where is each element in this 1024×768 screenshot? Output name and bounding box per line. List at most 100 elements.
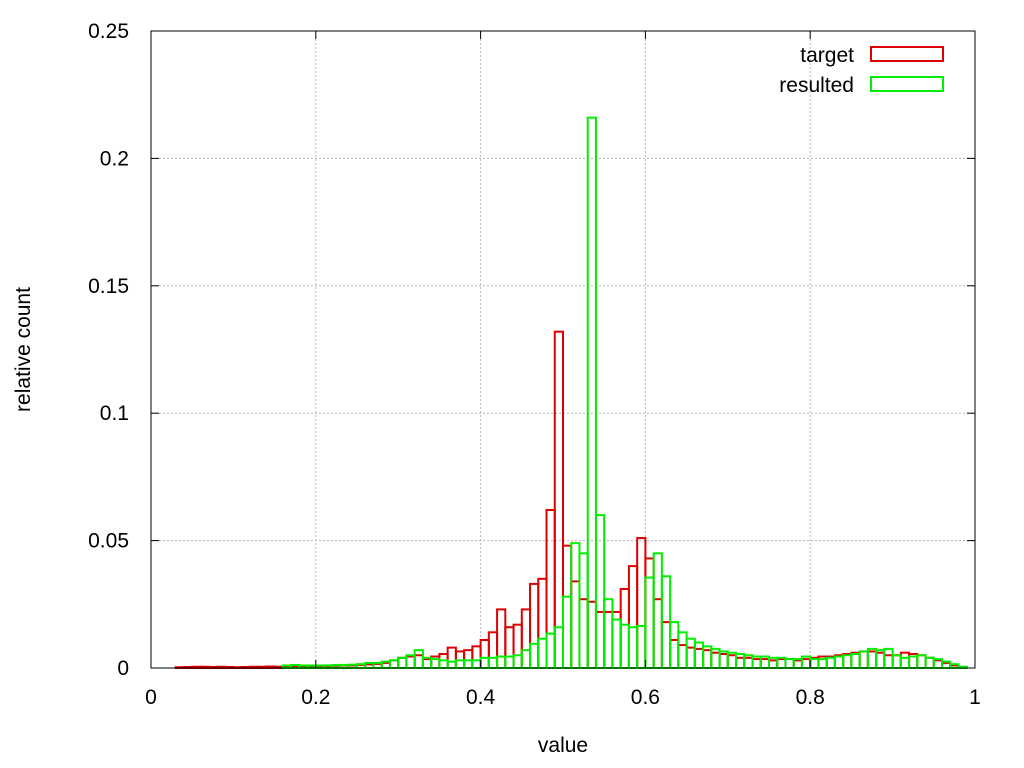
- bar-resulted: [479, 656, 490, 669]
- bar-target: [487, 631, 499, 670]
- bar-target: [718, 652, 729, 670]
- bar-resulted: [619, 623, 630, 670]
- bar-target: [850, 651, 861, 669]
- y-tick-label: 0.25: [88, 20, 129, 43]
- bar-resulted: [842, 654, 853, 670]
- bar-resulted: [669, 621, 680, 669]
- bar-resulted: [784, 658, 795, 669]
- bar-resulted: [372, 661, 383, 669]
- bar-resulted: [364, 661, 375, 669]
- bar-target: [743, 656, 754, 669]
- bar-resulted: [512, 654, 523, 670]
- x-tick-label: 0.4: [466, 686, 496, 709]
- bar-target: [479, 638, 490, 669]
- bar-resulted: [916, 654, 927, 670]
- plot-frame: [150, 30, 976, 669]
- bar-resulted: [603, 598, 614, 669]
- bar-resulted: [611, 618, 622, 670]
- bar-resulted: [487, 656, 499, 669]
- axis-ticks: [150, 30, 976, 669]
- bar-target: [496, 608, 507, 669]
- bar-target: [883, 654, 894, 670]
- bar-resulted: [496, 655, 507, 669]
- bar-target: [636, 537, 647, 669]
- legend-label-target: target: [800, 44, 854, 67]
- y-tick-label: 0.2: [100, 147, 129, 170]
- bar-target: [768, 659, 779, 670]
- bar-resulted: [397, 656, 408, 669]
- bar-target: [899, 651, 911, 669]
- series-target: [174, 330, 960, 670]
- bar-target: [916, 654, 927, 670]
- bar-target: [792, 659, 803, 670]
- x-tick-label: 1: [969, 686, 981, 709]
- bar-resulted: [586, 116, 597, 669]
- bar-resulted: [413, 649, 424, 670]
- bar-resulted: [908, 655, 919, 669]
- bar-target: [735, 656, 746, 669]
- bar-target: [800, 658, 812, 669]
- bar-resulted: [627, 626, 639, 669]
- bar-resulted: [817, 658, 828, 669]
- bar-target: [586, 600, 597, 670]
- bar-target: [529, 582, 540, 670]
- bar-resulted: [553, 626, 565, 669]
- bar-target: [520, 608, 532, 669]
- bar-resulted: [463, 659, 474, 670]
- series-resulted: [281, 116, 968, 670]
- bar-resulted: [520, 649, 532, 670]
- bar-target: [866, 650, 878, 669]
- bar-target: [710, 651, 721, 669]
- bar-resulted: [899, 656, 911, 669]
- bar-target: [471, 645, 482, 669]
- bar-resulted: [454, 659, 466, 670]
- tick-labels: 0 0.2 0.4 0.6 0.8 1 0 0.05 0.1 0.15 0.2 0.25: [88, 20, 981, 709]
- bar-target: [784, 658, 795, 669]
- legend-label-resulted: resulted: [779, 74, 854, 97]
- bar-resulted: [768, 656, 779, 669]
- bar-target: [405, 655, 416, 669]
- bar-target: [421, 658, 433, 669]
- histogram-series: [174, 116, 968, 670]
- bar-resulted: [825, 656, 836, 669]
- bar-resulted: [570, 542, 581, 670]
- bar-resulted: [430, 658, 441, 669]
- bar-target: [504, 626, 515, 669]
- bar-resulted: [471, 659, 482, 670]
- bar-target: [413, 654, 424, 670]
- bar-target: [858, 650, 869, 669]
- x-axis-title: value: [538, 734, 588, 757]
- bar-target: [537, 577, 548, 670]
- bar-resulted: [644, 576, 655, 670]
- bar-target: [776, 658, 787, 669]
- bar-target: [702, 649, 713, 670]
- bar-resulted: [529, 642, 540, 670]
- bar-resulted: [685, 637, 696, 669]
- bar-resulted: [833, 655, 845, 669]
- bar-target: [463, 649, 474, 670]
- y-tick-label: 0.15: [88, 275, 129, 298]
- bar-target: [891, 654, 902, 670]
- bar-resulted: [850, 652, 861, 670]
- bar-target: [693, 647, 705, 670]
- bar-target: [669, 638, 680, 669]
- bar-resulted: [537, 637, 548, 669]
- bar-target: [578, 598, 589, 669]
- bar-target: [446, 646, 457, 670]
- bar-resulted: [545, 632, 556, 669]
- bar-resulted: [380, 660, 391, 670]
- bar-resulted: [891, 654, 902, 670]
- bar-resulted: [924, 656, 935, 669]
- bar-target: [652, 598, 663, 669]
- bar-target: [512, 623, 523, 670]
- bar-target: [397, 656, 408, 669]
- legend: target resulted: [779, 44, 944, 97]
- bar-target: [932, 659, 944, 670]
- bar-target: [627, 565, 639, 670]
- bar-target: [759, 658, 771, 669]
- bar-resulted: [504, 655, 515, 669]
- bar-resulted: [388, 659, 400, 670]
- bar-target: [388, 659, 400, 670]
- x-tick-label: 0.2: [301, 686, 330, 709]
- bar-resulted: [735, 652, 746, 670]
